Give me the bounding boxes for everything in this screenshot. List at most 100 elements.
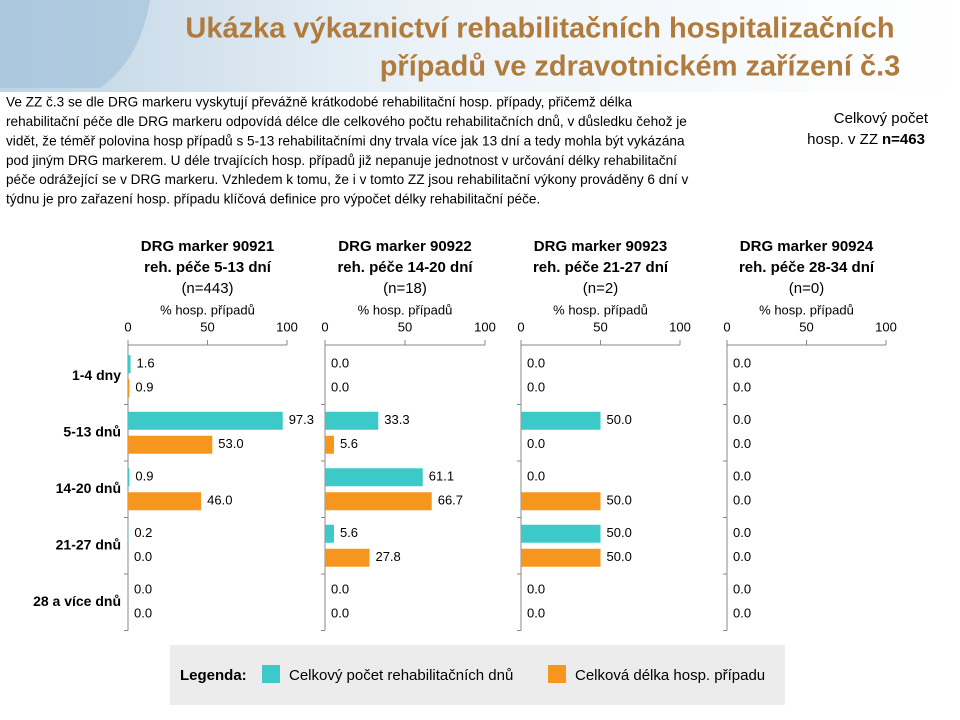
x-tick-label: 0 bbox=[517, 319, 524, 334]
side-note: Celkový počet bbox=[834, 110, 929, 127]
value-label: 0.0 bbox=[733, 493, 751, 508]
x-tick-label: 50 bbox=[398, 319, 412, 334]
x-tick-label: 0 bbox=[321, 319, 328, 334]
bar bbox=[128, 411, 283, 430]
value-label: 0.0 bbox=[733, 582, 751, 597]
x-tick-label: 50 bbox=[200, 319, 214, 334]
panel-title: reh. péče 14-20 dní bbox=[337, 259, 473, 276]
paragraph-line: péče odrážející se v DRG markeru. Vzhled… bbox=[6, 172, 688, 187]
value-label: 0.0 bbox=[331, 582, 349, 597]
side-note-count: n=463 bbox=[882, 131, 925, 148]
panel-title: DRG marker 90921 bbox=[141, 238, 274, 255]
bar bbox=[325, 468, 423, 487]
header-photo bbox=[0, 0, 150, 88]
value-label: 0.9 bbox=[135, 469, 153, 484]
panel-title: DRG marker 90924 bbox=[740, 238, 874, 255]
paragraph-line: pod jiným DRG markerem. U déle trvajícíc… bbox=[6, 153, 677, 168]
value-label: 1.6 bbox=[137, 356, 155, 371]
panel-title: reh. péče 28-34 dní bbox=[739, 259, 875, 276]
paragraph-line: Ve ZZ č.3 se dle DRG markeru vyskytují p… bbox=[6, 95, 633, 110]
value-label: 50.0 bbox=[607, 525, 632, 540]
x-axis-label: % hosp. případů bbox=[358, 302, 453, 317]
value-label: 97.3 bbox=[289, 412, 314, 427]
value-label: 0.0 bbox=[733, 412, 751, 427]
paragraph-line: rehabilitační péče dle DRG markeru odpov… bbox=[6, 114, 687, 129]
title-line: případů ve zdravotnickém zařízení č.3 bbox=[380, 51, 901, 83]
value-label: 0.0 bbox=[527, 582, 545, 597]
panel-title: (n=443) bbox=[181, 280, 233, 297]
value-label: 0.0 bbox=[733, 356, 751, 371]
panel-title: DRG marker 90922 bbox=[338, 238, 471, 255]
panel-title: (n=0) bbox=[789, 280, 824, 297]
x-tick-label: 100 bbox=[875, 319, 897, 334]
legend-title: Legenda: bbox=[180, 667, 247, 684]
value-label: 0.0 bbox=[527, 356, 545, 371]
panel-title: reh. péče 21-27 dní bbox=[533, 259, 669, 276]
x-tick-label: 100 bbox=[669, 319, 691, 334]
category-label: 1-4 dny bbox=[72, 367, 121, 383]
bar bbox=[521, 411, 601, 430]
header-bg bbox=[0, 0, 960, 92]
value-label: 0.0 bbox=[733, 436, 751, 451]
value-label: 53.0 bbox=[218, 436, 243, 451]
x-tick-label: 50 bbox=[799, 319, 813, 334]
value-label: 33.3 bbox=[384, 412, 409, 427]
bar bbox=[128, 492, 202, 511]
bar bbox=[521, 492, 601, 511]
panel-title: reh. péče 5-13 dní bbox=[144, 259, 272, 276]
value-label: 0.0 bbox=[733, 525, 751, 540]
x-axis-label: % hosp. případů bbox=[160, 302, 255, 317]
value-label: 0.0 bbox=[134, 549, 152, 564]
bar bbox=[521, 548, 601, 567]
value-label: 46.0 bbox=[207, 493, 232, 508]
value-label: 27.8 bbox=[375, 549, 400, 564]
x-axis-label: % hosp. případů bbox=[759, 302, 854, 317]
panel-title: DRG marker 90923 bbox=[534, 238, 667, 255]
category-label: 28 a více dnů bbox=[33, 593, 121, 609]
bar bbox=[128, 355, 131, 374]
value-label: 0.0 bbox=[527, 469, 545, 484]
paragraph-line: týdnu je pro zařazení hosp. případu klíč… bbox=[6, 192, 540, 207]
bar bbox=[325, 435, 334, 454]
panel-title: (n=2) bbox=[583, 280, 618, 297]
value-label: 66.7 bbox=[438, 493, 463, 508]
legend-swatch bbox=[262, 665, 280, 683]
value-label: 0.0 bbox=[331, 606, 349, 621]
value-label: 5.6 bbox=[340, 525, 358, 540]
value-label: 50.0 bbox=[607, 412, 632, 427]
panel-title: (n=18) bbox=[383, 280, 427, 297]
title-line: Ukázka výkaznictví rehabilitačních hospi… bbox=[185, 13, 894, 45]
value-label: 61.1 bbox=[429, 469, 454, 484]
category-label: 14-20 dnů bbox=[56, 480, 121, 496]
paragraph-line: vidět, že téměř polovina hosp případů s … bbox=[6, 133, 685, 148]
bar bbox=[325, 548, 370, 567]
bar bbox=[128, 379, 130, 398]
value-label: 0.0 bbox=[331, 356, 349, 371]
value-label: 50.0 bbox=[607, 493, 632, 508]
value-label: 0.9 bbox=[135, 380, 153, 395]
x-tick-label: 0 bbox=[124, 319, 131, 334]
bar bbox=[325, 492, 432, 511]
value-label: 0.0 bbox=[134, 606, 152, 621]
x-tick-label: 50 bbox=[593, 319, 607, 334]
value-label: 0.0 bbox=[733, 549, 751, 564]
category-label: 5-13 dnů bbox=[63, 423, 121, 439]
x-axis-label: % hosp. případů bbox=[553, 302, 648, 317]
value-label: 0.2 bbox=[134, 525, 152, 540]
x-tick-label: 100 bbox=[276, 319, 298, 334]
x-tick-label: 0 bbox=[723, 319, 730, 334]
value-label: 0.0 bbox=[733, 606, 751, 621]
value-label: 0.0 bbox=[733, 380, 751, 395]
bar bbox=[325, 524, 334, 543]
value-label: 0.0 bbox=[527, 606, 545, 621]
bar bbox=[521, 524, 601, 543]
bar bbox=[128, 435, 213, 454]
value-label: 0.0 bbox=[527, 380, 545, 395]
legend-label: Celkový počet rehabilitačních dnů bbox=[289, 667, 513, 684]
value-label: 50.0 bbox=[607, 549, 632, 564]
value-label: 5.6 bbox=[340, 436, 358, 451]
bar bbox=[128, 468, 130, 487]
value-label: 0.0 bbox=[733, 469, 751, 484]
bar bbox=[325, 411, 379, 430]
